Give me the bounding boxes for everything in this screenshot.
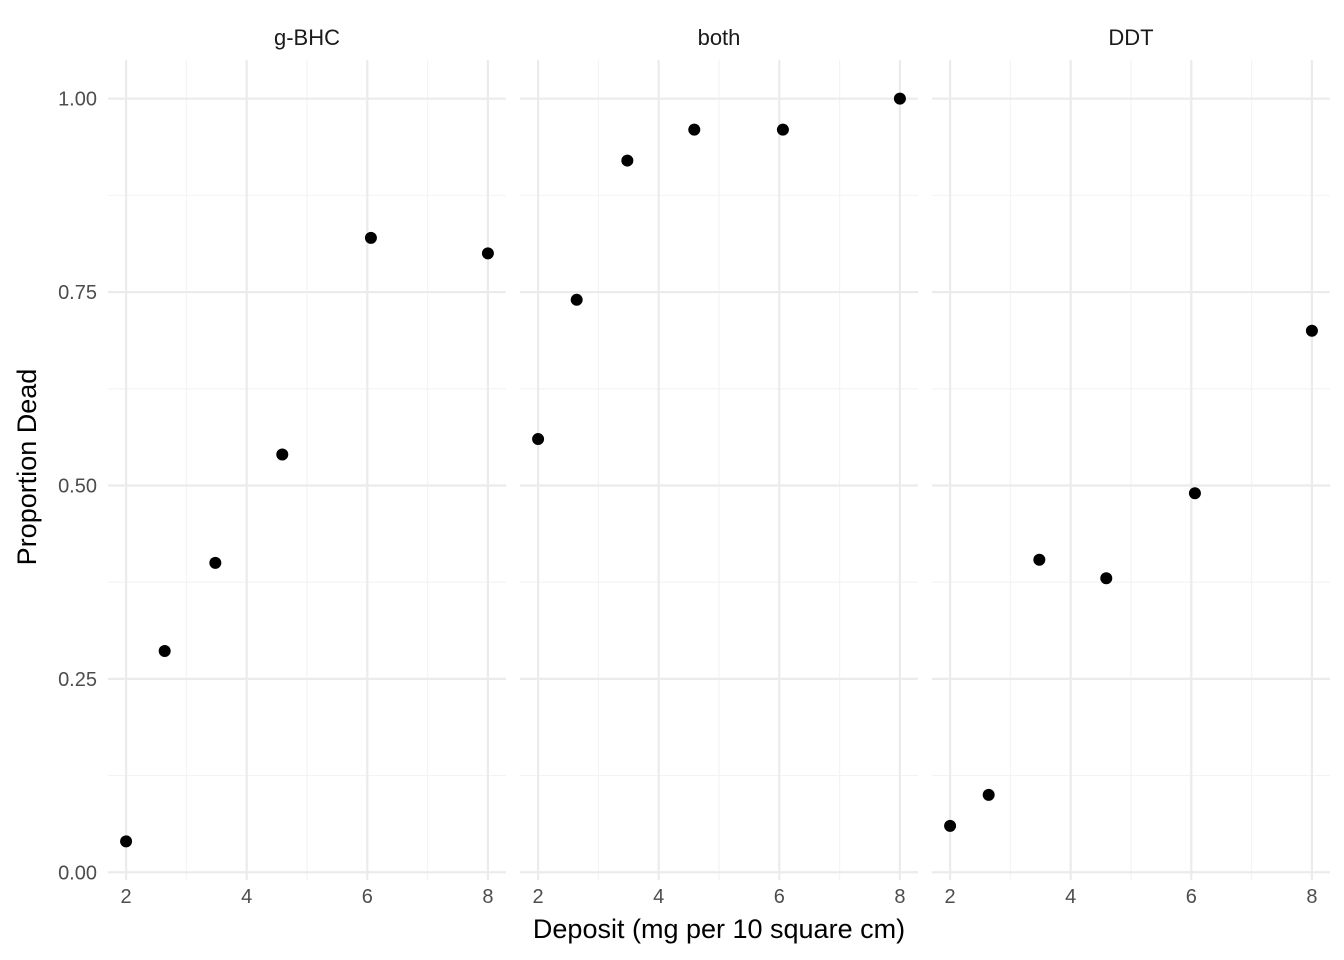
data-point bbox=[532, 433, 545, 446]
x-tick-label: 8 bbox=[894, 886, 905, 908]
data-point bbox=[621, 154, 634, 167]
facet-strip-label: DDT bbox=[1108, 25, 1153, 50]
data-point bbox=[570, 293, 583, 306]
data-point bbox=[776, 123, 789, 136]
data-point bbox=[944, 819, 957, 832]
y-tick-label: 1.00 bbox=[58, 89, 97, 111]
data-point bbox=[1033, 553, 1046, 566]
x-tick-label: 6 bbox=[774, 886, 785, 908]
x-tick-label: 6 bbox=[1186, 886, 1197, 908]
facet-panels: g-BHC 2 4 6 8 both 2 4 6 8 DDT 2 4 6 8 bbox=[108, 25, 1330, 908]
x-tick-label: 2 bbox=[945, 886, 956, 908]
data-point bbox=[209, 556, 222, 569]
y-tick-label: 0.25 bbox=[58, 669, 97, 691]
data-point bbox=[158, 645, 171, 658]
x-tick-label: 8 bbox=[482, 886, 493, 908]
x-tick-label: 2 bbox=[533, 886, 544, 908]
y-tick-label: 0.00 bbox=[58, 862, 97, 884]
data-point bbox=[1188, 487, 1201, 500]
facet-strip-label: g-BHC bbox=[274, 25, 340, 50]
data-point bbox=[893, 92, 906, 105]
y-tick-label: 0.75 bbox=[58, 282, 97, 304]
x-tick-label: 4 bbox=[653, 886, 664, 908]
x-tick-label: 6 bbox=[362, 886, 373, 908]
data-point bbox=[120, 835, 133, 848]
facet-panel-ddt: DDT 2 4 6 8 bbox=[932, 25, 1330, 908]
data-point bbox=[688, 123, 701, 136]
facet-panel-both: both 2 4 6 8 bbox=[520, 25, 918, 908]
data-point bbox=[1100, 572, 1113, 585]
data-point bbox=[481, 247, 494, 260]
data-point bbox=[982, 788, 995, 801]
data-point bbox=[364, 231, 377, 244]
data-point bbox=[276, 448, 289, 461]
x-tick-label: 2 bbox=[121, 886, 132, 908]
x-tick-label: 8 bbox=[1306, 886, 1317, 908]
facet-panel-g-bhc: g-BHC 2 4 6 8 bbox=[108, 25, 506, 908]
x-tick-label: 4 bbox=[241, 886, 252, 908]
x-tick-label: 4 bbox=[1065, 886, 1076, 908]
y-axis-title: Proportion Dead bbox=[12, 369, 42, 566]
y-tick-label: 0.50 bbox=[58, 475, 97, 497]
facet-strip-label: both bbox=[698, 25, 741, 50]
x-axis-title: Deposit (mg per 10 square cm) bbox=[533, 914, 905, 944]
data-point bbox=[1305, 324, 1318, 337]
